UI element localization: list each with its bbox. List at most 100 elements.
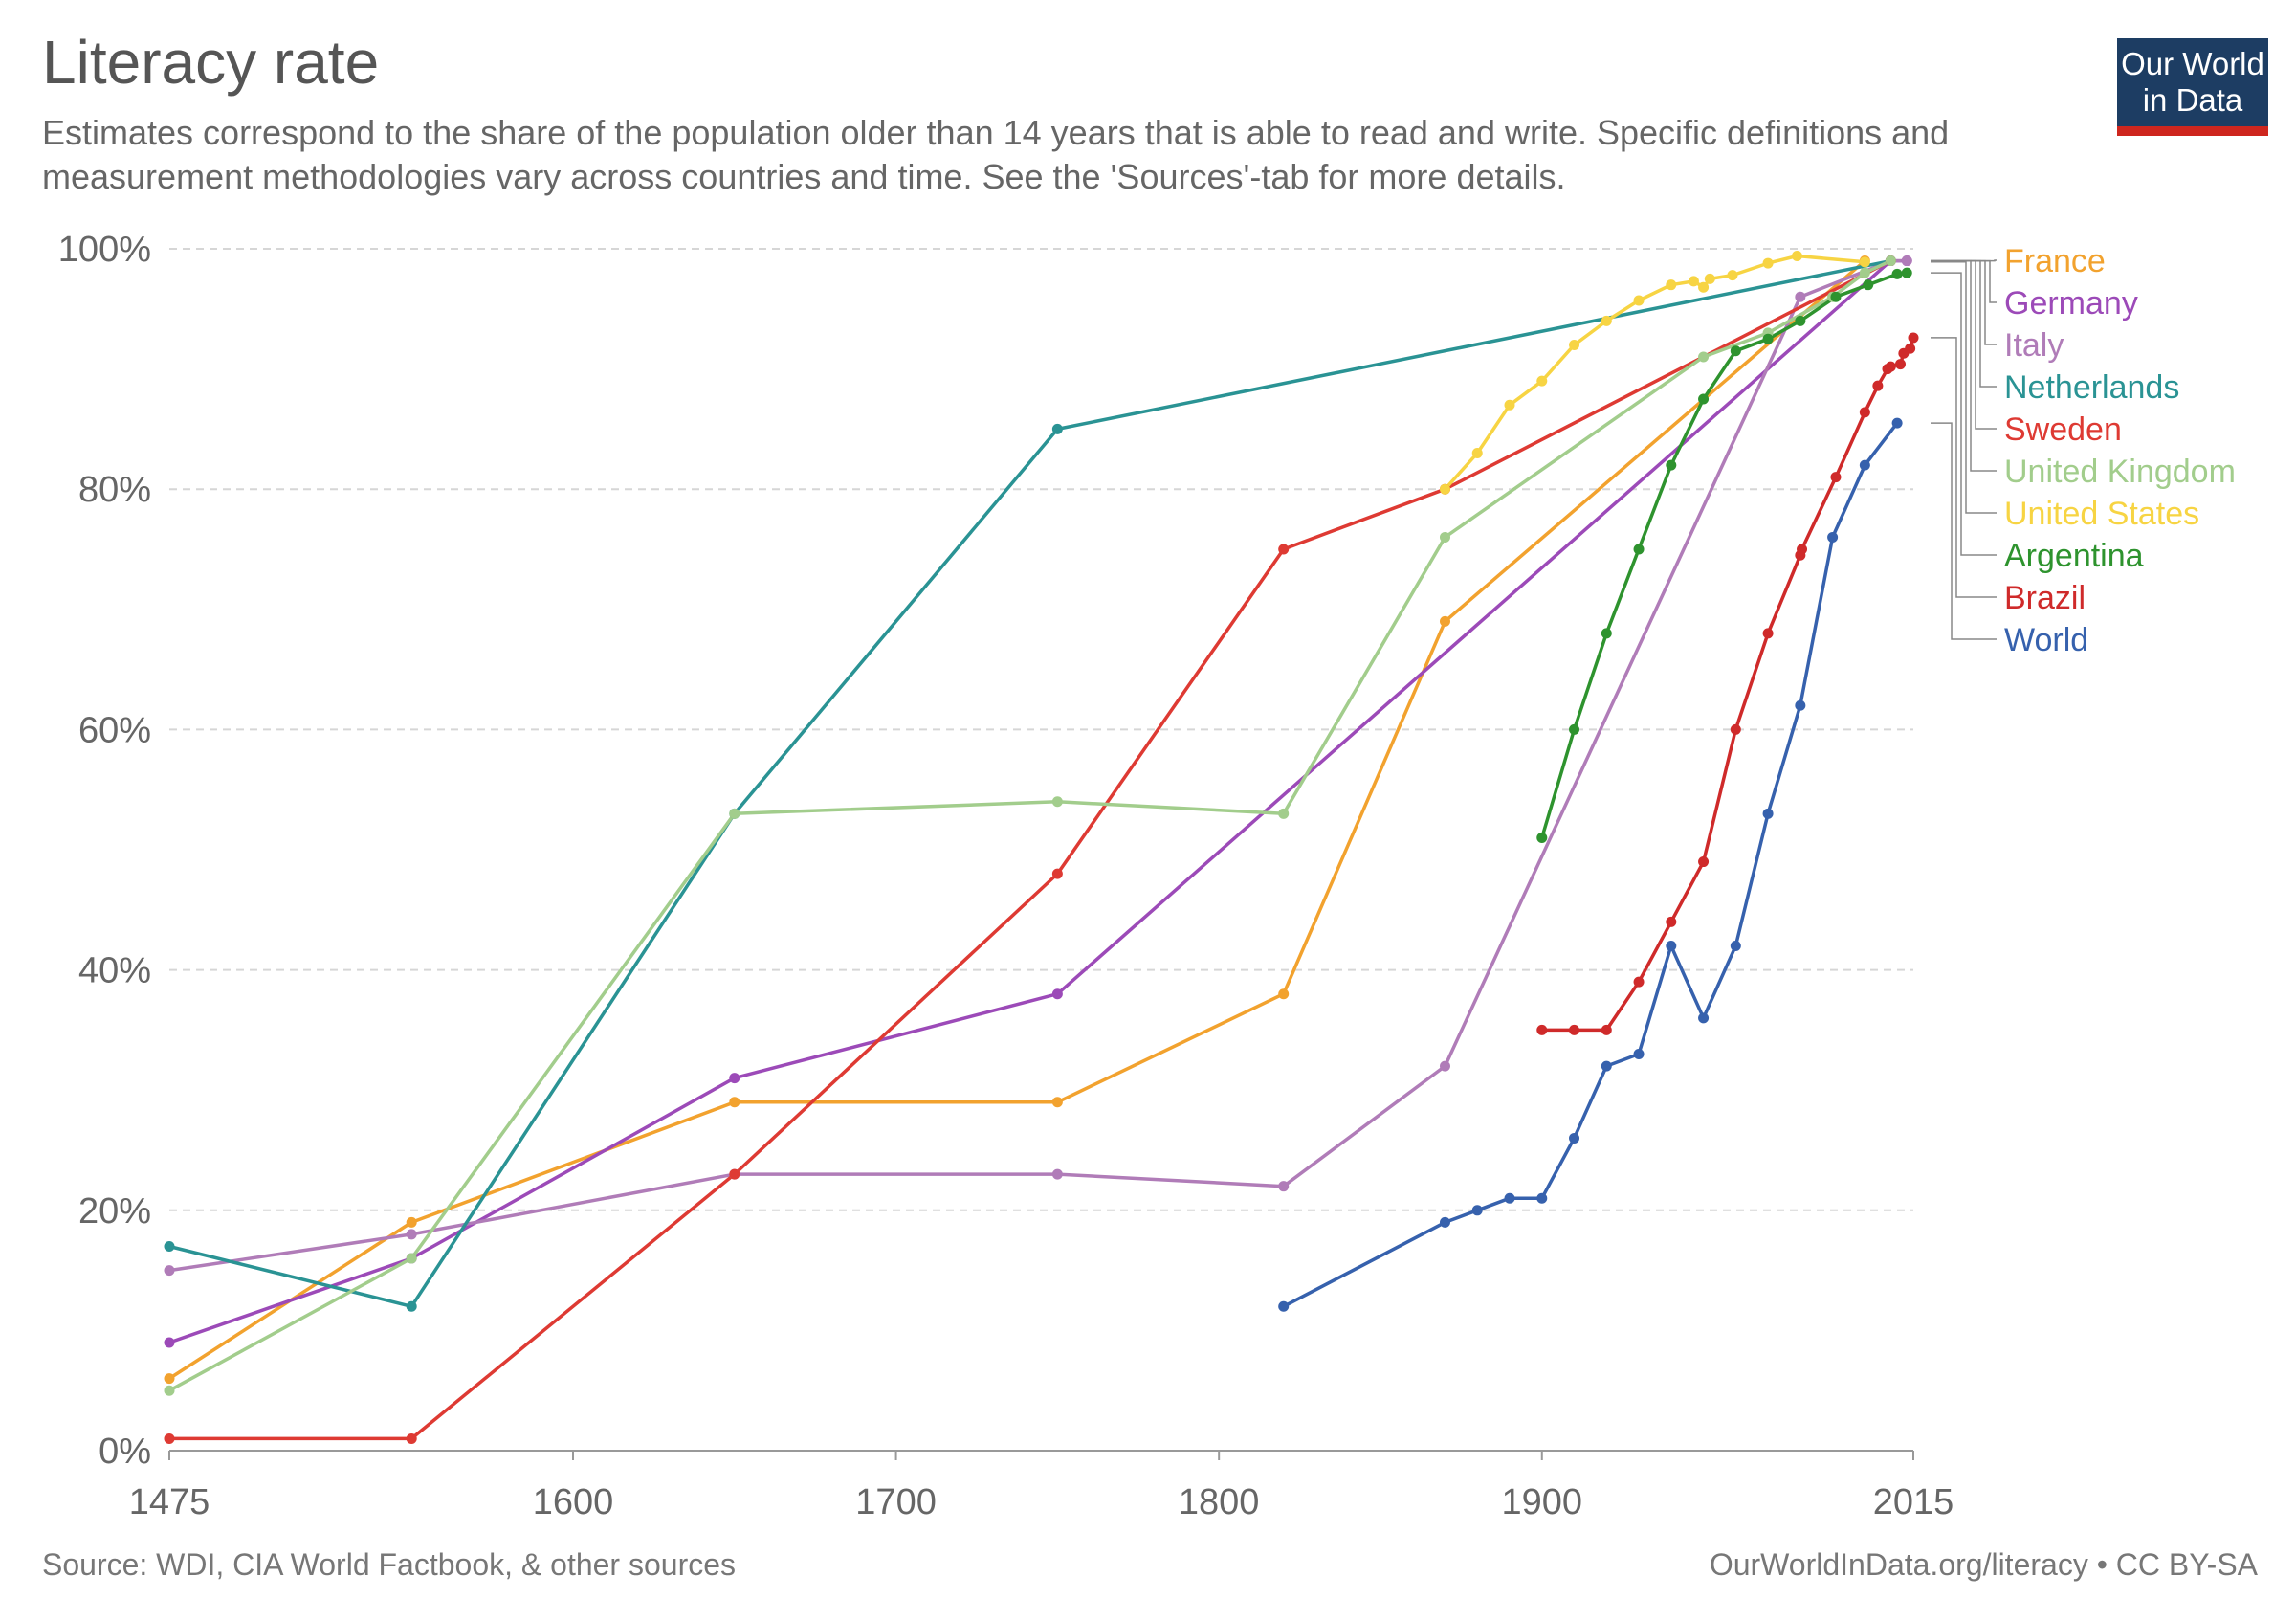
data-point-united-states-1920[interactable] (1601, 315, 1612, 326)
data-point-brazil-2015[interactable] (1908, 332, 1919, 344)
data-point-united-states-1970[interactable] (1762, 257, 1774, 269)
data-point-brazil-1920[interactable] (1601, 1024, 1612, 1035)
data-point-germany-1650[interactable] (729, 1073, 740, 1084)
data-point-argentina-2001[interactable] (1863, 279, 1874, 291)
legend-item-brazil[interactable]: Brazil (2004, 580, 2086, 616)
data-point-france-1550[interactable] (406, 1216, 417, 1228)
data-point-united-kingdom-1950[interactable] (1698, 351, 1710, 363)
data-point-world-1900[interactable] (1536, 1192, 1548, 1204)
data-point-united-states-1940[interactable] (1666, 279, 1677, 291)
data-point-brazil-1970[interactable] (1762, 628, 1774, 639)
series-line-united-states[interactable] (1444, 254, 1866, 491)
data-point-united-kingdom-1650[interactable] (729, 808, 740, 819)
data-point-united-states-1959[interactable] (1727, 270, 1738, 281)
series-line-netherlands[interactable] (168, 258, 1891, 1309)
data-point-united-states-1870[interactable] (1439, 483, 1450, 495)
data-point-world-1880[interactable] (1471, 1205, 1483, 1216)
data-point-united-states-1930[interactable] (1633, 295, 1645, 306)
owid-logo[interactable]: Our World in Data (2117, 38, 2268, 136)
data-point-argentina-1991[interactable] (1830, 291, 1842, 302)
data-point-world-1820[interactable] (1278, 1300, 1290, 1312)
data-point-united-kingdom-1750[interactable] (1051, 796, 1063, 808)
legend-item-world[interactable]: World (2004, 622, 2088, 658)
data-point-world-1980[interactable] (1795, 699, 1806, 711)
series-line-sweden[interactable] (169, 259, 1892, 1441)
legend-item-sweden[interactable]: Sweden (2004, 411, 2122, 448)
data-point-united-kingdom-2008[interactable] (1885, 255, 1896, 267)
data-point-united-kingdom-1475[interactable] (164, 1385, 175, 1396)
data-point-united-states-1880[interactable] (1471, 448, 1483, 459)
data-point-france-1750[interactable] (1051, 1097, 1063, 1108)
data-point-world-1970[interactable] (1762, 808, 1774, 819)
data-point-sweden-1650[interactable] (729, 1168, 740, 1180)
data-point-germany-1475[interactable] (164, 1337, 175, 1348)
data-point-brazil-1910[interactable] (1569, 1024, 1580, 1035)
data-point-brazil-2014[interactable] (1905, 343, 1916, 354)
series-line-united-kingdom[interactable] (168, 259, 1892, 1392)
data-point-sweden-1550[interactable] (406, 1432, 417, 1444)
data-point-netherlands-1475[interactable] (164, 1240, 175, 1252)
data-point-brazil-1960[interactable] (1730, 723, 1741, 735)
data-point-argentina-1940[interactable] (1666, 459, 1677, 471)
data-point-italy-1870[interactable] (1439, 1060, 1450, 1072)
data-point-italy-2013[interactable] (1901, 255, 1912, 267)
data-point-argentina-1920[interactable] (1601, 628, 1612, 639)
data-point-argentina-1970[interactable] (1762, 333, 1774, 344)
data-point-world-2010[interactable] (1891, 417, 1903, 429)
data-point-world-1950[interactable] (1698, 1012, 1710, 1024)
data-point-united-kingdom-1870[interactable] (1439, 531, 1450, 543)
data-point-brazil-2008[interactable] (1885, 361, 1896, 372)
data-point-brazil-1980.5[interactable] (1797, 544, 1808, 555)
legend-item-argentina[interactable]: Argentina (2004, 538, 2144, 574)
legend-item-netherlands[interactable]: Netherlands (2004, 369, 2179, 406)
data-point-brazil-2011[interactable] (1894, 359, 1906, 370)
data-point-united-states-1890[interactable] (1504, 399, 1515, 411)
series-line-argentina[interactable] (1540, 271, 1908, 838)
legend[interactable]: France Germany Italy Netherlands Sweden Unite… (1931, 243, 2236, 658)
data-point-brazil-1991[interactable] (1830, 472, 1842, 483)
data-point-france-1870[interactable] (1439, 615, 1450, 627)
data-point-brazil-1950[interactable] (1698, 856, 1710, 868)
data-point-italy-1980[interactable] (1795, 291, 1806, 302)
data-point-united-states-1979[interactable] (1791, 251, 1802, 262)
data-point-netherlands-1550[interactable] (406, 1300, 417, 1312)
data-point-sweden-1475[interactable] (164, 1432, 175, 1444)
data-point-united-states-1950[interactable] (1698, 281, 1710, 293)
data-point-brazil-2000[interactable] (1859, 407, 1870, 418)
series-line-world[interactable] (1282, 422, 1899, 1308)
data-point-united-states-1947[interactable] (1688, 276, 1699, 287)
data-point-argentina-1980[interactable] (1795, 315, 1806, 326)
data-point-france-1820[interactable] (1278, 988, 1290, 1000)
data-point-argentina-2010[interactable] (1891, 268, 1903, 279)
data-point-brazil-1930[interactable] (1633, 976, 1645, 988)
data-point-united-states-1952[interactable] (1704, 273, 1715, 284)
data-point-world-1870[interactable] (1439, 1216, 1450, 1228)
data-point-united-states-2000[interactable] (1859, 256, 1870, 268)
data-point-world-1990[interactable] (1827, 531, 1839, 543)
data-point-united-states-1900[interactable] (1536, 375, 1548, 387)
legend-item-united-kingdom[interactable]: United Kingdom (2004, 454, 2236, 490)
data-point-sweden-1820[interactable] (1278, 544, 1290, 555)
data-point-united-kingdom-1820[interactable] (1278, 808, 1290, 819)
series-line-brazil[interactable] (1541, 337, 1915, 1033)
data-point-united-kingdom-2000[interactable] (1859, 267, 1870, 278)
legend-item-germany[interactable]: Germany (2004, 285, 2138, 322)
data-point-argentina-2013[interactable] (1901, 267, 1912, 278)
data-point-argentina-1910[interactable] (1569, 723, 1580, 735)
data-point-italy-1820[interactable] (1278, 1181, 1290, 1192)
data-point-united-kingdom-1550[interactable] (406, 1253, 417, 1264)
data-point-argentina-1900[interactable] (1536, 832, 1548, 843)
data-point-argentina-1960[interactable] (1730, 345, 1741, 357)
data-point-france-1650[interactable] (729, 1097, 740, 1108)
data-point-sweden-1750[interactable] (1051, 868, 1063, 879)
series-line-italy[interactable] (168, 258, 1908, 1273)
data-point-world-1930[interactable] (1633, 1049, 1645, 1060)
data-point-argentina-1950[interactable] (1698, 393, 1710, 405)
credit-link[interactable]: OurWorldInData.org/literacy • CC BY-SA (1709, 1547, 2258, 1582)
legend-item-italy[interactable]: Italy (2004, 327, 2064, 364)
data-point-world-2000[interactable] (1859, 459, 1870, 471)
legend-item-france[interactable]: France (2004, 243, 2106, 279)
data-point-brazil-2004[interactable] (1872, 380, 1884, 391)
data-point-world-1920[interactable] (1601, 1060, 1612, 1072)
